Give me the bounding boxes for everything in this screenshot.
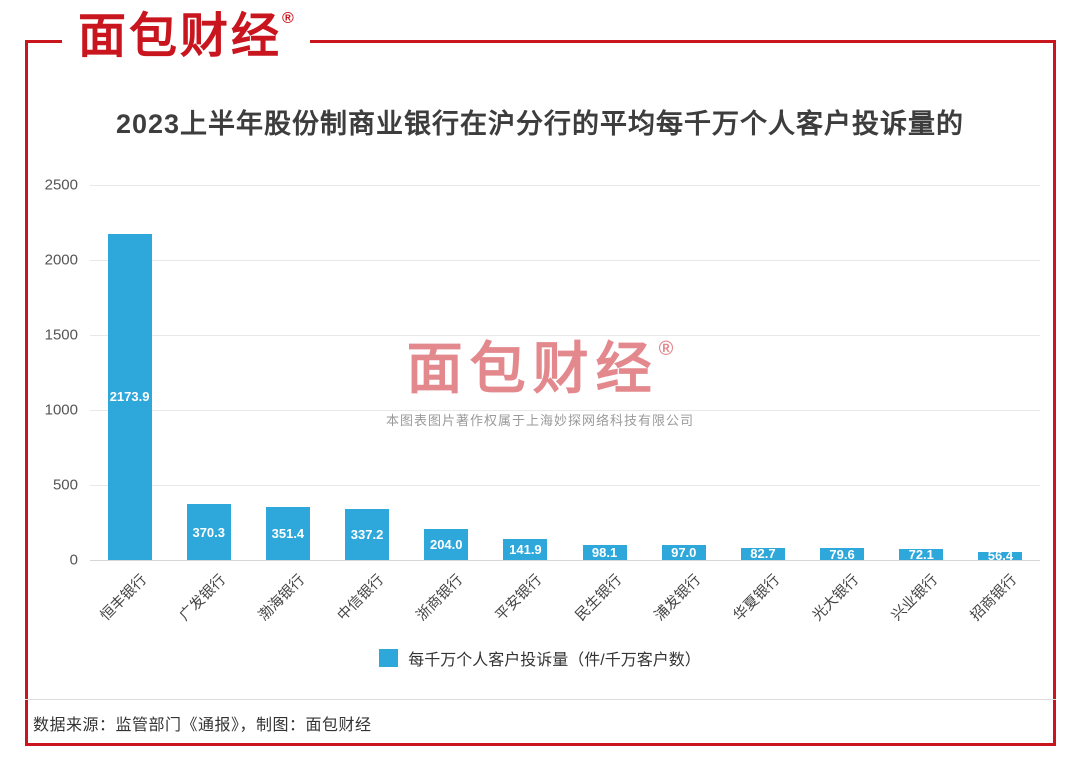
bar: 56.4 (978, 551, 1023, 560)
bar-value-label: 2173.9 (109, 389, 150, 405)
brand-logo: 面包财经 ® (62, 4, 310, 78)
footer-divider (25, 699, 1056, 700)
y-tick-label: 0 (69, 551, 78, 569)
legend-label: 每千万个人客户投诉量（件/千万客户数） (408, 652, 701, 669)
watermark-copyright: 本图表图片著作权属于上海妙探网络科技有限公司 (385, 412, 694, 428)
gridline (90, 560, 1040, 561)
gridline (90, 485, 1040, 486)
bar: 204.0 (424, 529, 469, 560)
bar-value-label: 337.2 (350, 527, 384, 543)
bar: 98.1 (582, 545, 627, 560)
bar: 337.2 (345, 509, 390, 560)
bar-value-label: 79.6 (829, 548, 855, 560)
bar-value-label: 97.0 (671, 545, 697, 560)
gridline (90, 335, 1040, 336)
plot-area: 2173.9 370.3 351.4 337.2 204.0 141.9 98.1 97.0 8… (90, 185, 1040, 561)
y-tick-label: 1500 (44, 326, 78, 344)
bar: 72.1 (899, 549, 944, 560)
gridline (90, 185, 1040, 186)
watermark-logo: 面包财经® (0, 338, 1080, 400)
bar: 97.0 (661, 545, 706, 560)
bar-value-label: 56.4 (987, 551, 1014, 560)
red-frame (25, 40, 1056, 746)
brand-logo-text: 面包财经 (78, 10, 283, 63)
chart-title: 2023上半年股份制商业银行在沪分行的平均每千万个人客户投诉量的 (115, 109, 965, 139)
y-tick-label: 2000 (44, 251, 78, 269)
bar-value-label: 370.3 (192, 524, 226, 540)
bar: 79.6 (820, 548, 865, 560)
bar-value-label: 72.1 (908, 549, 934, 560)
bar: 370.3 (186, 504, 231, 560)
y-tick-label: 500 (52, 476, 78, 494)
gridline (90, 410, 1040, 411)
watermark-logo-text: 面包财经 (406, 337, 659, 400)
footer-source: 数据来源：监管部门《通报》，制图：面包财经 (33, 717, 372, 734)
bar-value-label: 82.7 (750, 547, 776, 560)
registered-trademark-icon: ® (282, 10, 294, 27)
x-axis: 恒丰银行 广发银行 渤海银行 中信银行 浙商银行 平安银行 民生银行 浦发银行 华夏银行 光大银行… (97, 571, 1021, 625)
bar-value-label: 351.4 (271, 526, 305, 542)
gridline (90, 260, 1040, 261)
bar-value-label: 98.1 (591, 545, 618, 560)
watermark-registered-mark: ® (658, 338, 674, 360)
bar: 2173.9 (107, 233, 152, 560)
bar-value-label: 141.9 (509, 541, 542, 557)
watermark: 面包财经® 本图表图片著作权属于上海妙探网络科技有限公司 (0, 338, 1080, 429)
y-axis: 0 500 1000 1500 2000 2500 (0, 177, 80, 569)
legend-swatch (379, 649, 399, 667)
chart-legend: 每千万个人客户投诉量（件/千万客户数） (0, 646, 1080, 670)
bar-value-label: 204.0 (429, 537, 463, 553)
y-tick-label: 1000 (44, 401, 78, 419)
bar: 82.7 (740, 547, 785, 560)
bar: 141.9 (503, 538, 548, 560)
y-tick-label: 2500 (44, 176, 78, 194)
bar: 351.4 (265, 507, 310, 560)
